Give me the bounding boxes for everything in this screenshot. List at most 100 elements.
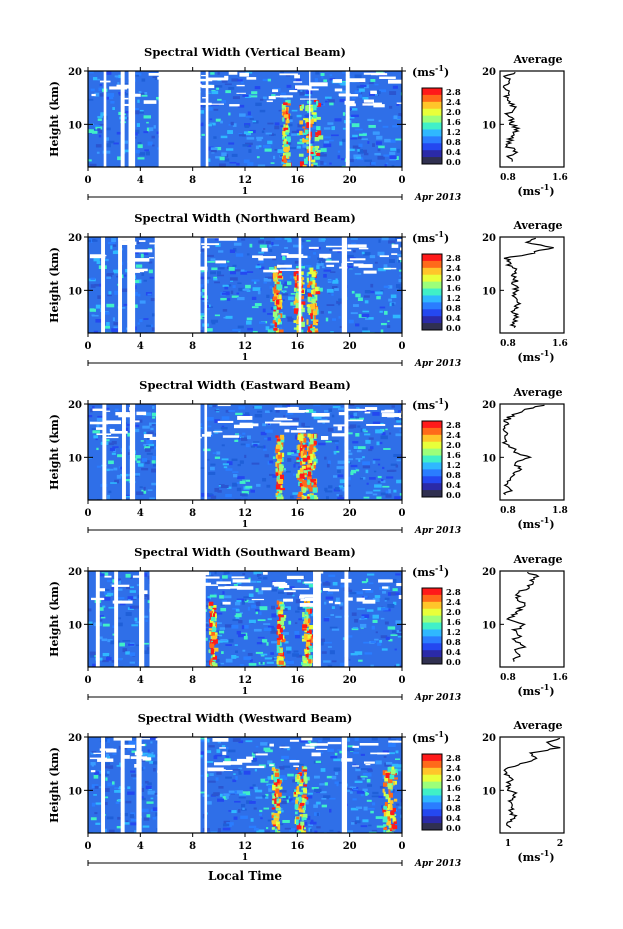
height-tick-label: 20 [68, 400, 82, 411]
colorbar-swatch [422, 657, 442, 665]
avg-height-tick: 10 [482, 620, 496, 631]
time-tick-label: 16 [290, 841, 304, 852]
data-gap [309, 71, 311, 167]
time-tick-label: 0 [85, 508, 92, 519]
avg-x-tick: 1.6 [552, 339, 568, 349]
colorbar-unit: (ms-1) [412, 229, 449, 245]
height-tick-label: 10 [68, 620, 82, 631]
height-tick-label: 20 [68, 233, 82, 244]
colorbar-tick-label: 1.2 [446, 794, 461, 804]
colorbar-tick-label: 2.4 [446, 98, 461, 108]
colorbar-swatch [422, 143, 442, 151]
average-frame [499, 236, 565, 334]
colorbar-tick-label: 0.8 [446, 471, 461, 481]
heatmap-field [88, 404, 402, 500]
average-unit: (ms-1) [517, 682, 554, 698]
colorbar-tick-label: 2.4 [446, 764, 461, 774]
average-line [503, 737, 561, 829]
xaxis-label: Local Time [208, 869, 282, 883]
date-day-label: 1 [242, 687, 248, 697]
time-tick-label: 12 [238, 675, 252, 686]
height-axis-label: Height (km) [48, 81, 61, 157]
colorbar-tick-label: 1.2 [446, 128, 461, 138]
data-gap [128, 71, 136, 167]
colorbar-swatch [422, 267, 442, 276]
colorbar-swatch [422, 115, 442, 124]
time-tick-label: 0 [399, 341, 406, 352]
colorbar-swatch [422, 615, 442, 624]
average-unit: (ms-1) [517, 348, 554, 364]
average-unit: (ms-1) [517, 848, 554, 864]
average-line [501, 404, 545, 496]
time-tick-label: 0 [399, 175, 406, 186]
average-frame [499, 70, 565, 168]
colorbar: (ms-1) 2.82.42.01.61.20.80.40.0 [412, 563, 461, 668]
beam-panel-3: Spectral Width (Southward Beam)2010Heigh… [48, 545, 568, 703]
data-gap [129, 404, 136, 500]
data-gap [344, 404, 349, 500]
date-day-label: 1 [242, 853, 248, 863]
colorbar-swatch [422, 795, 442, 803]
height-axis-label: Height (km) [48, 414, 61, 490]
time-tick-label: 0 [399, 841, 406, 852]
colorbar-tick-label: 0.8 [446, 138, 461, 148]
colorbar-tick-label: 1.2 [446, 461, 461, 471]
time-tick-label: 20 [343, 508, 357, 519]
avg-height-tick: 20 [482, 567, 496, 578]
avg-x-tick: 1 [505, 839, 511, 849]
panel-title: Spectral Width (Vertical Beam) [144, 45, 346, 59]
date-day-label: 1 [242, 187, 248, 197]
avg-height-tick: 10 [482, 786, 496, 797]
panel-title: Spectral Width (Westward Beam) [138, 711, 353, 725]
average-unit: (ms-1) [517, 182, 554, 198]
colorbar-unit: (ms-1) [412, 563, 449, 579]
height-tick-label: 20 [68, 733, 82, 744]
data-gap [157, 737, 201, 833]
data-gap [156, 404, 201, 500]
colorbar: (ms-1) 2.82.42.01.61.20.80.40.0 [412, 729, 461, 834]
data-gap [114, 571, 119, 667]
colorbar-swatch [422, 601, 442, 610]
colorbar-swatch [422, 448, 442, 457]
colorbar-tick-label: 1.6 [446, 118, 461, 128]
average-profile: Average 20 10 0.8 1.6(ms-1) [482, 219, 568, 364]
date-month-label: Apr 2013 [414, 693, 461, 703]
colorbar-swatch [422, 281, 442, 290]
data-gap [158, 71, 201, 167]
time-tick-label: 0 [85, 841, 92, 852]
colorbar-swatch [422, 316, 442, 324]
colorbar-tick-label: 0.8 [446, 804, 461, 814]
avg-x-tick: 1.6 [552, 673, 568, 683]
colorbar-swatch [422, 150, 442, 158]
colorbar-swatch [422, 254, 442, 262]
data-gap [95, 571, 100, 667]
average-line [505, 571, 540, 662]
time-tick-label: 16 [290, 341, 304, 352]
avg-height-tick: 10 [482, 120, 496, 131]
time-tick-label: 20 [343, 841, 357, 852]
time-tick-label: 4 [137, 841, 144, 852]
avg-height-tick: 10 [482, 453, 496, 464]
colorbar-swatch [422, 94, 442, 103]
height-tick-label: 10 [68, 286, 82, 297]
colorbar-swatch [422, 302, 442, 310]
time-tick-label: 0 [85, 341, 92, 352]
average-profile: Average 20 10 0.8 1.8(ms-1) [482, 386, 568, 531]
colorbar-swatch [422, 129, 442, 137]
avg-x-tick: 0.8 [500, 173, 516, 183]
colorbar-swatch [422, 455, 442, 463]
time-tick-label: 8 [189, 508, 196, 519]
colorbar-tick-label: 0.4 [446, 814, 461, 824]
colorbar-tick-label: 0.4 [446, 481, 461, 491]
colorbar-swatch [422, 288, 442, 296]
colorbar-tick-label: 1.6 [446, 451, 461, 461]
average-frame [499, 570, 565, 668]
average-profile: Average 20 10 1 2(ms-1) [482, 719, 565, 864]
date-day-label: 1 [242, 520, 248, 530]
average-profile: Average 20 10 0.8 1.6(ms-1) [482, 53, 568, 198]
avg-x-tick: 0.8 [500, 506, 516, 516]
colorbar-swatch [422, 108, 442, 117]
colorbar-swatch [422, 781, 442, 790]
colorbar-swatch [422, 469, 442, 477]
heatmap-field [88, 71, 402, 167]
